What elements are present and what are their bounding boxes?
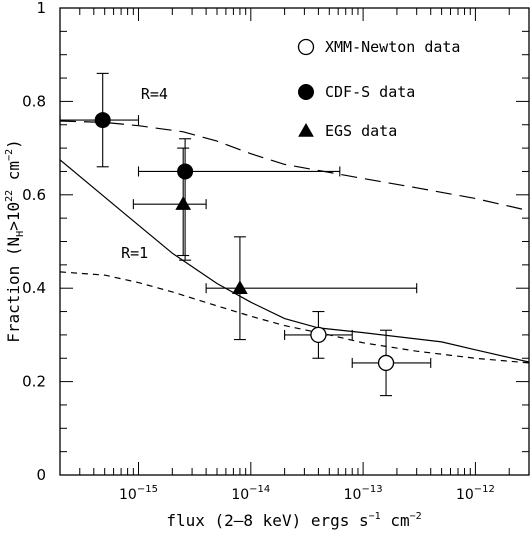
x-tick-label: 10−14 bbox=[231, 484, 270, 503]
legend: XMM-Newton data CDF-S data EGS data bbox=[297, 38, 460, 140]
marker-filled-circle bbox=[177, 163, 194, 180]
x-tick-label: 10−13 bbox=[344, 484, 383, 503]
legend-label: XMM-Newton data bbox=[325, 38, 460, 56]
y-tick-label: 0.4 bbox=[22, 279, 46, 297]
x-tick-label-exp: −15 bbox=[137, 484, 158, 495]
x-tick-label-base: 10 bbox=[456, 487, 474, 503]
y-tick-label: 0 bbox=[36, 466, 46, 484]
y-tick-label: 0.2 bbox=[22, 373, 46, 391]
plot-frame bbox=[59, 7, 530, 476]
x-axis-title-main: flux (2–8 keV) ergs s bbox=[166, 511, 368, 530]
marker-open-circle bbox=[310, 326, 327, 344]
y-tick-label: 0.6 bbox=[22, 186, 46, 204]
marker-filled-triangle bbox=[232, 280, 248, 294]
x-tick-label: 10−15 bbox=[119, 484, 158, 503]
curve-labels: R=4 R=1 bbox=[121, 85, 168, 262]
y-axis-title-sup: 22 bbox=[4, 190, 15, 202]
y-tick-label: 1 bbox=[36, 0, 46, 17]
marker-filled-circle bbox=[94, 112, 111, 129]
x-tick-label-base: 10 bbox=[231, 487, 249, 503]
x-axis-title-sup1: −1 bbox=[369, 511, 381, 522]
y-axis-title-sup2: −2 bbox=[4, 149, 15, 161]
series-egs-data bbox=[132, 147, 418, 341]
y-axis-title-main: Fraction (N bbox=[4, 237, 23, 343]
y-axis-title-unit: cm bbox=[4, 161, 23, 190]
marker-open-circle bbox=[377, 354, 395, 372]
curve-short-dash bbox=[60, 271, 529, 364]
x-tick-label-base: 10 bbox=[119, 487, 137, 503]
legend-label: CDF-S data bbox=[325, 83, 415, 101]
legend-label: EGS data bbox=[325, 122, 397, 140]
x-tick-label-exp: −12 bbox=[474, 484, 495, 495]
marker-filled-triangle bbox=[298, 122, 314, 137]
marker-filled-circle bbox=[298, 84, 314, 100]
data-points bbox=[59, 72, 432, 397]
curve-label: R=1 bbox=[121, 244, 148, 262]
y-axis-title-end: ) bbox=[4, 139, 23, 149]
y-axis-title-sub: H bbox=[15, 231, 26, 237]
series-xmm-newton-data bbox=[284, 310, 432, 397]
x-axis-title: flux (2–8 keV) ergs s−1 cm−2 bbox=[166, 511, 421, 530]
curve-solid bbox=[60, 159, 529, 363]
y-tick-label: 0.8 bbox=[22, 92, 46, 110]
x-axis-title-mid: cm bbox=[381, 511, 410, 530]
x-tick-label-exp: −13 bbox=[361, 484, 382, 495]
curve-label: R=4 bbox=[141, 85, 168, 103]
y-axis-title: Fraction (NH>1022 cm−2) bbox=[4, 139, 26, 343]
marker-filled-triangle bbox=[175, 196, 192, 210]
x-tick-label-exp: −14 bbox=[249, 484, 270, 495]
curve-long-dash bbox=[60, 120, 529, 212]
y-axis-title-mid: >10 bbox=[4, 202, 23, 231]
series-cdf-s-data bbox=[59, 72, 341, 261]
marker-open-circle bbox=[297, 38, 315, 56]
x-tick-label: 10−12 bbox=[456, 484, 495, 503]
x-tick-label-base: 10 bbox=[344, 487, 362, 503]
model-curves bbox=[60, 120, 529, 364]
x-axis-title-sup2: −2 bbox=[410, 511, 422, 522]
